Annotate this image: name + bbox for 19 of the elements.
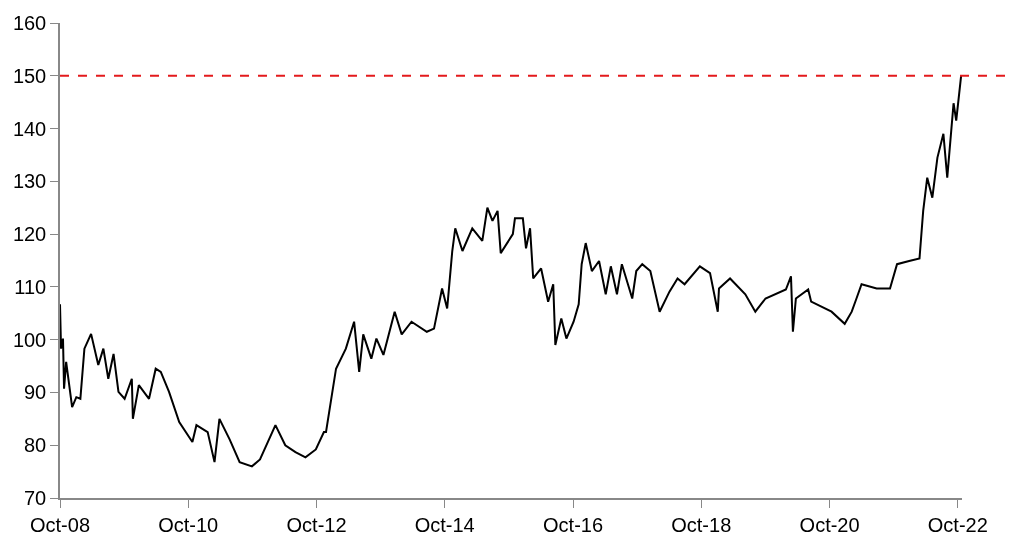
y-tick-label: 80 <box>24 434 47 457</box>
y-tick-label: 160 <box>12 12 47 34</box>
y-tick-label: 150 <box>12 64 47 87</box>
x-tick-label: Oct-16 <box>543 513 604 536</box>
y-tick-label: 70 <box>24 487 47 509</box>
y-tick-label: 130 <box>12 170 47 193</box>
y-tick-label: 140 <box>12 117 47 140</box>
x-tick-label: Oct-20 <box>799 513 860 536</box>
x-tick-label: Oct-12 <box>286 513 347 536</box>
line-series <box>60 74 962 468</box>
y-tick-label: 120 <box>12 223 47 246</box>
x-tick-label: Oct-10 <box>158 513 219 536</box>
x-tick-label: Oct-14 <box>414 513 475 536</box>
y-tick-label: 100 <box>12 328 47 351</box>
y-tick-label: 110 <box>14 275 47 298</box>
y-tick-label: 90 <box>24 381 47 404</box>
x-tick-label: Oct-08 <box>29 513 91 536</box>
x-tick-label: Oct-22 <box>927 513 988 536</box>
x-tick-label: Oct-18 <box>671 513 732 536</box>
